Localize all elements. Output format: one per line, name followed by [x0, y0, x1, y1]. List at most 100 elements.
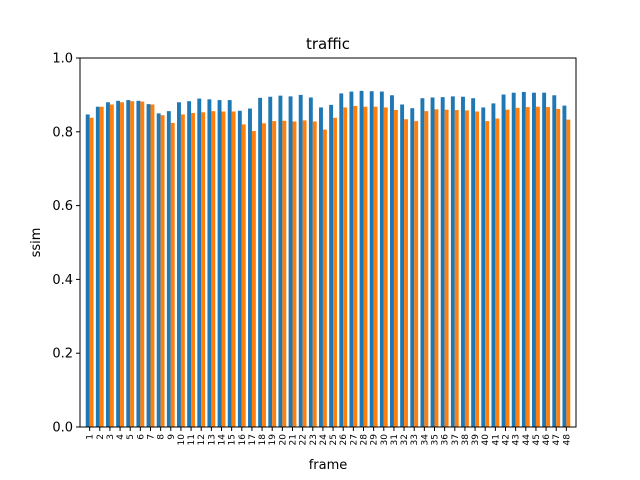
- bar-series2-frame-39: [475, 111, 479, 427]
- bar-series2-frame-48: [566, 119, 571, 428]
- bar-series1-frame-23: [308, 97, 313, 427]
- bar-series2-frame-35: [434, 109, 439, 427]
- x-tick-label: 23: [309, 434, 319, 445]
- x-tick-label: 43: [512, 434, 522, 445]
- bar-series1-frame-39: [471, 98, 476, 427]
- bar-series1-frame-28: [359, 90, 364, 427]
- x-tick-label: 33: [410, 434, 420, 445]
- bar-series2-frame-2: [99, 106, 104, 428]
- bar-series1-frame-38: [461, 96, 465, 427]
- x-axis: 1 2 3 4 5 6 7 8 9 10 11 12 13 14 15 16 17 18 19 20 21 22 23 24 2…: [86, 427, 572, 446]
- x-tick-label: 25: [329, 434, 339, 445]
- x-axis-label: frame: [309, 458, 348, 473]
- x-tick-label: 16: [238, 434, 248, 446]
- bar-series2-frame-27: [353, 105, 358, 427]
- x-tick-label: 31: [390, 434, 400, 445]
- x-tick-label: 46: [542, 434, 552, 446]
- bar-series1-frame-35: [430, 97, 435, 427]
- bar-series1-frame-45: [532, 92, 536, 427]
- bar-series1-frame-20: [278, 95, 283, 427]
- x-tick-label: 11: [187, 434, 197, 445]
- x-tick-label: 10: [177, 434, 187, 446]
- bar-series2-frame-33: [414, 121, 419, 427]
- bar-series2-frame-47: [556, 108, 561, 428]
- plot-frame: [79, 57, 577, 428]
- bar-series2-frame-38: [464, 110, 469, 428]
- x-tick-label: 32: [400, 434, 410, 445]
- x-tick-label: 5: [126, 434, 136, 440]
- bar-series2-frame-24: [322, 129, 327, 427]
- x-tick-label: 42: [502, 434, 512, 445]
- x-tick-label: 41: [491, 434, 501, 445]
- bar-series2-frame-29: [373, 106, 378, 428]
- bar-series2-frame-44: [525, 107, 530, 427]
- bar-series2-frame-10: [180, 114, 185, 428]
- x-tick-label: 9: [167, 434, 177, 440]
- bar-series2-frame-26: [343, 107, 348, 427]
- bar-series1-frame-42: [501, 94, 506, 427]
- y-tick-label: 1.0: [52, 52, 73, 67]
- y-tick-label: 0.8: [52, 125, 73, 140]
- bar-series1-frame-48: [562, 105, 567, 427]
- bar-series1-frame-34: [420, 98, 425, 427]
- bar-series2-frame-40: [485, 121, 490, 427]
- bar-series2-frame-25: [333, 117, 337, 427]
- x-tick-label: 3: [106, 434, 116, 440]
- bar-series2-frame-28: [363, 106, 368, 428]
- bar-series1-frame-4: [116, 100, 121, 428]
- bar-series1-frame-13: [207, 99, 212, 427]
- x-tick-label: 21: [288, 434, 298, 445]
- x-tick-label: 15: [228, 434, 238, 445]
- bar-series1-frame-29: [369, 91, 374, 428]
- bar-series2-frame-45: [535, 106, 540, 428]
- bar-series2-frame-21: [292, 121, 297, 427]
- bar-series1-frame-32: [400, 104, 405, 428]
- bar-series2-frame-43: [515, 107, 520, 427]
- x-tick-label: 7: [146, 434, 156, 440]
- bar-series1-frame-12: [197, 98, 202, 427]
- bar-series1-frame-18: [258, 97, 263, 427]
- x-tick-label: 19: [268, 434, 278, 446]
- bar-series1-frame-46: [542, 92, 547, 427]
- bar-series2-frame-42: [505, 109, 510, 427]
- bar-series1-frame-19: [268, 96, 273, 427]
- y-tick-label: 0.6: [52, 199, 73, 214]
- bar-series1-frame-17: [248, 108, 252, 428]
- x-tick-label: 34: [420, 434, 430, 446]
- bar-series1-frame-10: [177, 102, 181, 427]
- x-tick-label: 6: [136, 434, 146, 440]
- chart-title: traffic: [306, 35, 350, 53]
- bar-series1-frame-1: [85, 114, 90, 428]
- bar-series2-frame-8: [160, 115, 165, 427]
- x-tick-label: 27: [349, 434, 359, 445]
- bar-series1-frame-7: [146, 104, 151, 428]
- bar-series2-frame-3: [109, 104, 114, 428]
- bar-series2-frame-23: [312, 121, 317, 427]
- bar-series1-frame-36: [440, 97, 445, 428]
- bar-series2-frame-17: [251, 131, 256, 427]
- bar-series1-frame-40: [481, 107, 486, 427]
- bar-series1-frame-44: [521, 91, 526, 427]
- x-tick-label: 36: [441, 434, 451, 446]
- bar-series2-frame-15: [231, 111, 236, 427]
- bar-series1-frame-26: [339, 93, 344, 428]
- bar-series1-frame-43: [511, 92, 516, 427]
- bar-series2-frame-19: [272, 121, 277, 427]
- x-tick-label: 38: [461, 434, 471, 446]
- bar-series2-frame-32: [404, 119, 408, 427]
- bar-series2-frame-14: [221, 111, 226, 427]
- x-tick-label: 30: [380, 434, 390, 446]
- bar-series1-frame-15: [227, 100, 232, 427]
- x-tick-label: 24: [319, 434, 329, 446]
- bar-series1-frame-33: [410, 108, 415, 428]
- bar-series1-frame-30: [379, 91, 384, 427]
- x-tick-label: 22: [299, 434, 309, 445]
- bar-series1-frame-6: [136, 100, 141, 428]
- bar-series2-frame-7: [150, 104, 155, 428]
- bar-series1-frame-41: [491, 103, 496, 427]
- y-axis: 0.0 0.2 0.4 0.6 0.8 1.0: [52, 52, 80, 436]
- bar-series2-frame-31: [393, 110, 398, 427]
- y-tick-label: 0.2: [52, 347, 73, 362]
- bar-series2-frame-41: [495, 118, 500, 428]
- bar-series1-frame-5: [126, 100, 131, 427]
